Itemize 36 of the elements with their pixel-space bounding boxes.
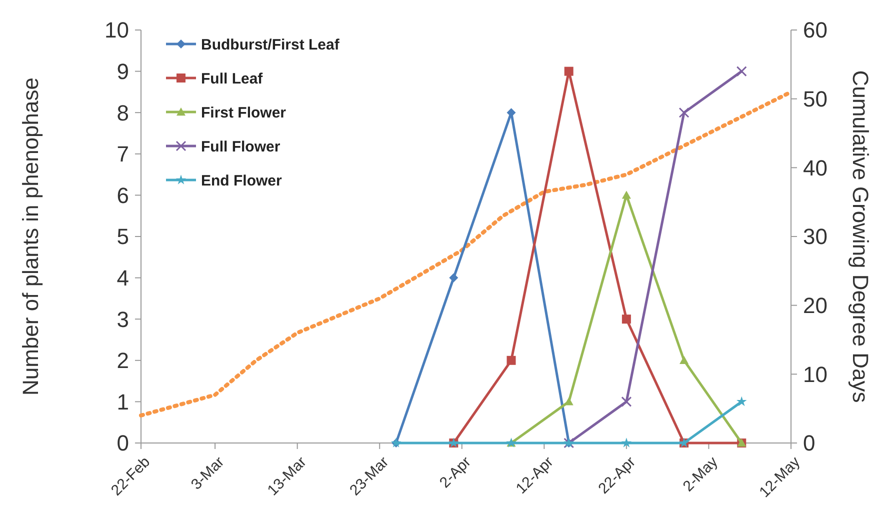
y2-tick-label: 20 — [803, 293, 828, 318]
legend-label: End Flower — [201, 172, 282, 190]
y-tick-label: 8 — [116, 100, 129, 126]
y-tick-label: 3 — [116, 306, 129, 332]
y-tick-label: 9 — [116, 59, 129, 84]
y-axis-title: Number of plants in phenophase — [18, 78, 43, 396]
legend-label: Budburst/First Leaf — [201, 36, 340, 54]
point — [621, 438, 632, 448]
y-tick-label: 0 — [116, 430, 129, 456]
y2-tick-label: 0 — [803, 430, 816, 456]
y-tick-label: 2 — [116, 348, 129, 374]
y-tick-label: 6 — [116, 182, 129, 208]
point — [622, 314, 631, 324]
y2-tick-label: 50 — [803, 86, 828, 112]
y-tick-label: 1 — [116, 389, 129, 414]
y2-tick-label: 60 — [803, 18, 828, 43]
point — [678, 107, 690, 118]
point — [564, 66, 574, 76]
point — [736, 66, 747, 77]
y2-tick-label: 10 — [803, 362, 828, 387]
point — [736, 396, 747, 406]
legend-label: First Flower — [201, 104, 286, 122]
legend-label: Full Flower — [201, 138, 280, 156]
y2-tick-label: 40 — [803, 155, 828, 180]
y2-tick-label: 30 — [803, 224, 828, 250]
y-tick-label: 10 — [104, 18, 129, 43]
y-tick-label: 5 — [116, 224, 129, 250]
y-tick-label: 4 — [116, 266, 129, 290]
y2-axis-title: Cumulative Growing Degree Days — [848, 70, 873, 403]
legend-label: Full Leaf — [201, 70, 264, 88]
point — [506, 356, 516, 365]
point — [621, 396, 632, 407]
point — [680, 356, 689, 364]
point — [622, 190, 631, 199]
point — [449, 273, 458, 282]
y-tick-label: 7 — [116, 142, 129, 167]
